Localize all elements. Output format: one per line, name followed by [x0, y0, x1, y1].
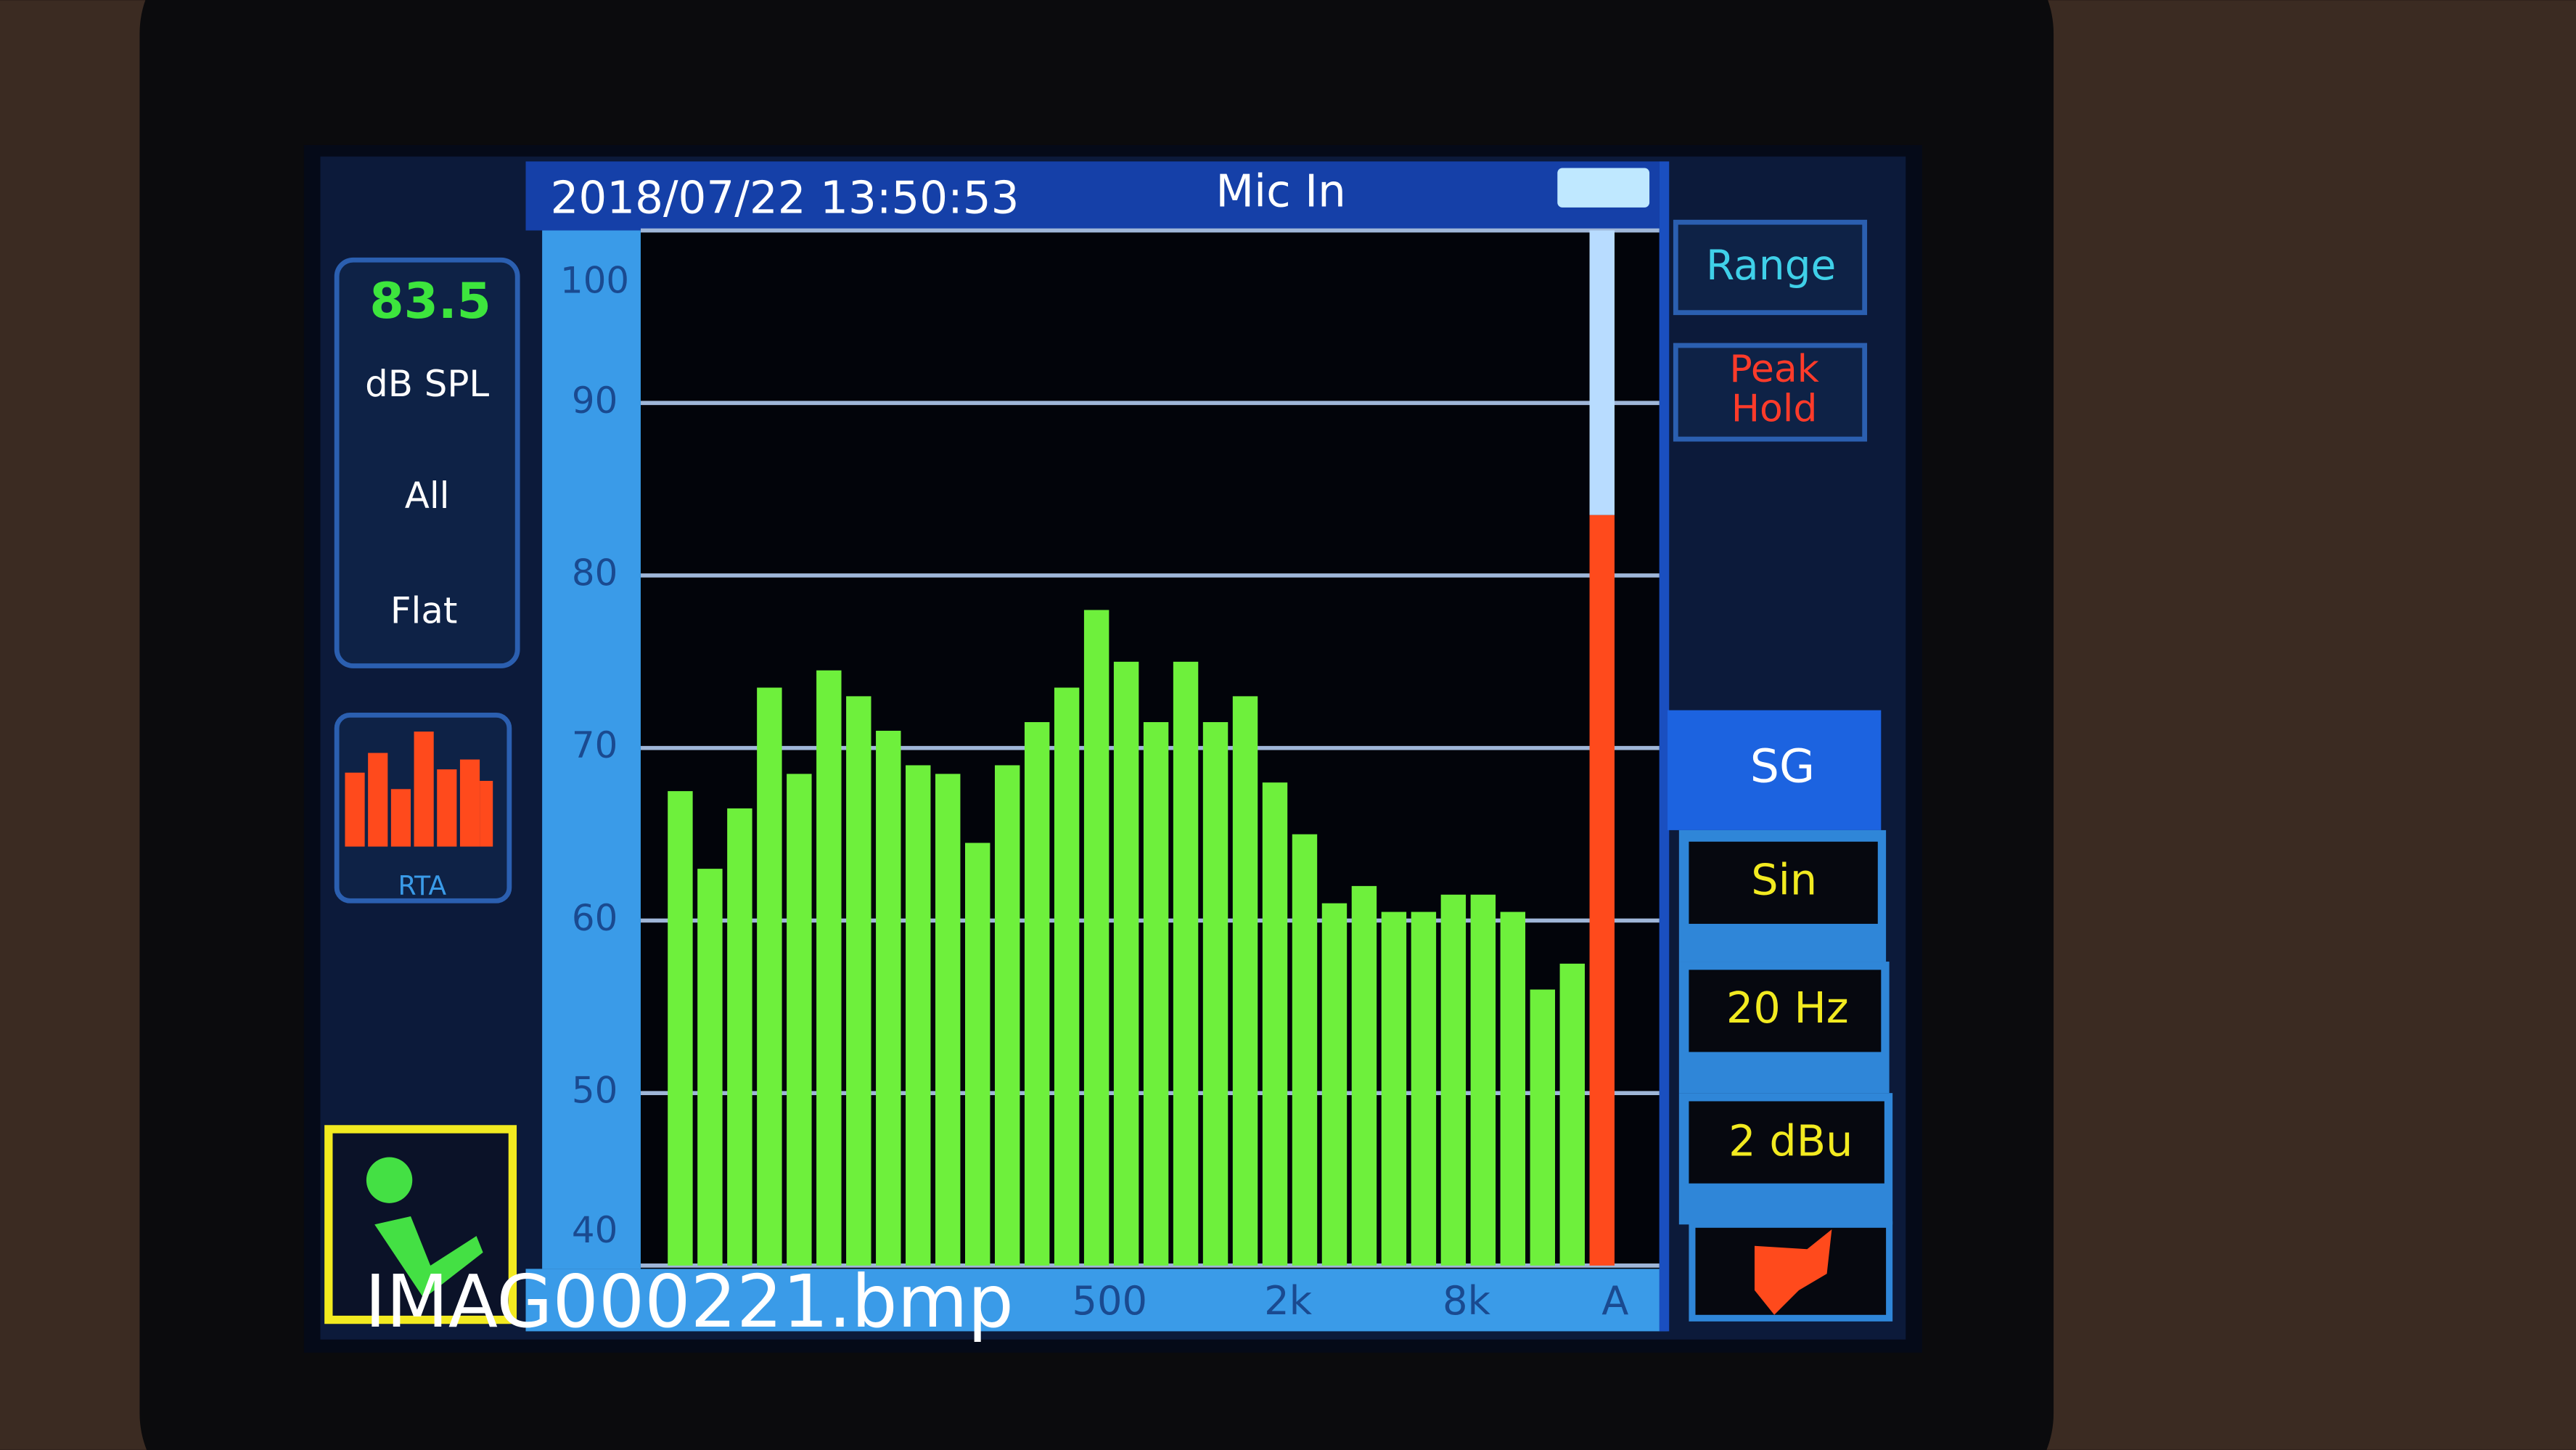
peak-hold-label: Peak — [1729, 348, 1819, 391]
output-level-label: 2 dBu — [1728, 1115, 1853, 1166]
peak-hold-button[interactable] — [1673, 343, 1868, 442]
run-icon — [366, 1157, 483, 1299]
x-axis-strip — [525, 1269, 1668, 1332]
level-unit: dB SPL — [365, 363, 489, 405]
battery-icon — [1557, 168, 1650, 208]
bar — [668, 791, 693, 1266]
bar — [1143, 722, 1169, 1266]
bar — [906, 765, 931, 1266]
x-tick-label: 8k — [1443, 1278, 1491, 1324]
output-toggle[interactable] — [1689, 1221, 1893, 1322]
channel: All — [405, 475, 450, 517]
generator-label: SG — [1750, 740, 1815, 793]
bar — [846, 696, 871, 1266]
bar — [757, 687, 782, 1266]
bar — [1262, 782, 1288, 1266]
frequency-button[interactable] — [1689, 970, 1882, 1052]
generator-button[interactable] — [1667, 710, 1882, 830]
bar — [816, 670, 842, 1266]
bar — [1024, 722, 1050, 1266]
waveform-button[interactable] — [1689, 841, 1878, 924]
x-tick-label: A — [1601, 1278, 1628, 1324]
input-source: Mic In — [1215, 165, 1345, 217]
x-tick-label: 2k — [1264, 1278, 1313, 1324]
bar — [1470, 894, 1496, 1266]
datetime: 2018/07/22 13:50:53 — [550, 172, 1019, 224]
y-tick-label: 90 — [572, 380, 618, 422]
bar — [1559, 963, 1586, 1266]
y-tick-label: 60 — [572, 897, 618, 939]
mode-label: RTA — [398, 870, 447, 901]
waveform-label: Sin — [1751, 854, 1817, 904]
y-tick-label: 40 — [572, 1209, 618, 1251]
bar — [1113, 661, 1139, 1266]
bar — [1292, 834, 1318, 1266]
bar — [1381, 912, 1407, 1266]
bar — [1173, 661, 1199, 1266]
bar — [787, 774, 812, 1266]
bar — [965, 843, 990, 1266]
bar — [1083, 610, 1109, 1266]
header-bar — [525, 161, 1660, 231]
bar — [994, 765, 1020, 1266]
plot-border — [1659, 161, 1670, 1332]
peak-hold-label: Hold — [1731, 388, 1818, 431]
level-value: 83.5 — [369, 273, 491, 330]
level-panel — [334, 257, 520, 668]
y-tick-label: 70 — [572, 724, 618, 766]
bar — [1351, 885, 1377, 1266]
bar — [935, 774, 961, 1266]
x-tick-label: 500 — [1072, 1278, 1147, 1324]
rta-icon — [345, 732, 493, 847]
level-track — [1589, 230, 1615, 515]
frequency-label: 20 Hz — [1726, 983, 1849, 1033]
y-tick-label: 50 — [572, 1070, 618, 1112]
y-axis-strip — [542, 230, 641, 1269]
bar — [1589, 515, 1615, 1266]
speaker-icon — [1754, 1229, 1832, 1315]
range-label: Range — [1706, 242, 1836, 290]
bar — [1202, 722, 1228, 1266]
rta-chart: 40 50 60 70 80 90 100 500 2k 8k A — [560, 228, 1660, 1324]
range-button[interactable] — [1673, 219, 1868, 316]
bar — [1500, 912, 1526, 1266]
y-tick-label: 80 — [572, 552, 618, 594]
bar — [727, 808, 752, 1266]
bar — [1321, 903, 1348, 1266]
bar — [1411, 912, 1437, 1266]
bar — [1054, 687, 1080, 1266]
output-level-button[interactable] — [1689, 1101, 1884, 1184]
bar — [1232, 696, 1258, 1266]
filename: IMAG000221.bmp — [365, 1261, 1014, 1344]
bar — [876, 730, 901, 1266]
bar — [697, 869, 723, 1266]
bar — [1440, 894, 1467, 1266]
y-tick-label: 100 — [560, 259, 629, 301]
weighting: Flat — [390, 590, 458, 632]
bar — [1530, 989, 1556, 1266]
